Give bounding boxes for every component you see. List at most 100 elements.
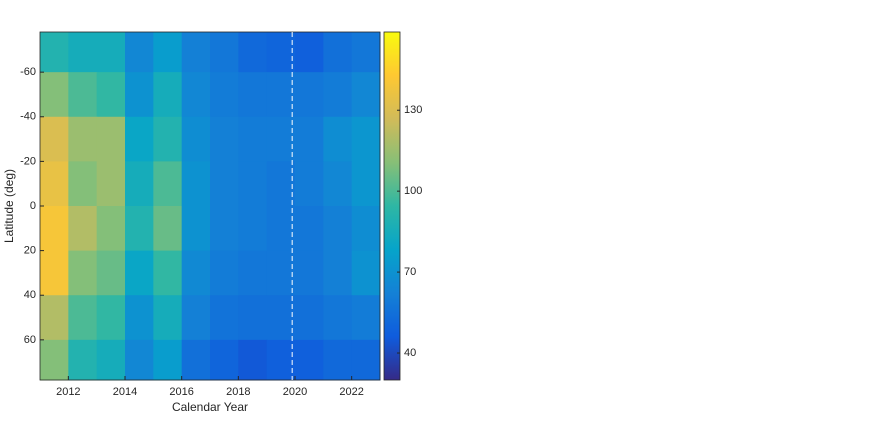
heatmap-cell	[238, 295, 268, 341]
heatmap-cell	[266, 32, 296, 73]
heatmap-cell	[351, 250, 381, 296]
heatmap-cell	[153, 116, 183, 162]
heatmap-cell	[266, 72, 296, 118]
heatmap-cell	[68, 72, 98, 118]
heatmap-cell	[40, 295, 69, 341]
heatmap-cell	[68, 250, 98, 296]
heatmap-cell	[323, 161, 353, 207]
heatmap-cell	[238, 32, 268, 73]
x-tick-label: 2014	[113, 386, 137, 398]
heatmap-cell	[295, 339, 324, 381]
heatmap-cell	[210, 72, 239, 118]
heatmap-cell	[323, 339, 353, 381]
heatmap-cell	[40, 161, 69, 207]
heatmap-cell	[351, 161, 381, 207]
heatmap-cell	[181, 250, 211, 296]
heatmap-cell	[351, 116, 381, 162]
heatmap-cell	[323, 250, 353, 296]
heatmap-cell	[40, 116, 69, 162]
heatmap-cell	[68, 339, 98, 381]
heatmap-cell	[295, 206, 324, 252]
colorbar-tick-label: 100	[404, 185, 422, 197]
x-tick-label: 2022	[339, 386, 363, 398]
heatmap-cell	[96, 250, 126, 296]
heatmap-cell	[181, 206, 211, 252]
heatmap-cell	[40, 72, 69, 118]
heatmap-cell	[125, 295, 154, 341]
heatmap-cell	[351, 206, 381, 252]
x-tick-label: 2020	[283, 386, 307, 398]
heatmap-cell	[68, 206, 98, 252]
heatmap-cell	[125, 206, 154, 252]
heatmap-cell	[323, 116, 353, 162]
y-tick-label: -20	[20, 155, 36, 167]
heatmap-cell	[40, 339, 69, 381]
heatmap-cell	[153, 250, 183, 296]
heatmap-cell	[181, 72, 211, 118]
heatmap-cell	[96, 161, 126, 207]
x-tick-label: 2018	[226, 386, 250, 398]
heatmap-cell	[96, 295, 126, 341]
heatmap-cell	[238, 72, 268, 118]
heatmap-cell	[295, 295, 324, 341]
heatmap-cell	[153, 32, 183, 73]
heatmap-cell	[40, 206, 69, 252]
heatmap-cell	[40, 250, 69, 296]
heatmap-cell	[266, 206, 296, 252]
x-tick-label: 2016	[169, 386, 193, 398]
heatmap-cell	[323, 295, 353, 341]
heatmap-cell	[181, 116, 211, 162]
heatmap-cell	[125, 250, 154, 296]
heatmap-cell	[295, 250, 324, 296]
colorbar-tick-label: 130	[404, 104, 422, 116]
heatmap-cell	[323, 72, 353, 118]
heatmap-cell	[68, 32, 98, 73]
colorbar-tick-label: 70	[404, 266, 416, 278]
heatmap-cell	[295, 72, 324, 118]
y-tick-label: 20	[24, 245, 36, 257]
heatmap-cell	[238, 339, 268, 381]
colorbar	[383, 31, 401, 381]
heatmap-cell	[238, 161, 268, 207]
heatmap-cell	[153, 72, 183, 118]
heatmap-cell	[153, 295, 183, 341]
y-tick-label: 0	[30, 200, 36, 212]
heatmap-cell	[266, 161, 296, 207]
x-tick-label: 2012	[56, 386, 80, 398]
heatmap-cell	[323, 206, 353, 252]
y-tick-label: 40	[24, 289, 36, 301]
heatmap-cell	[96, 116, 126, 162]
heatmap-cell	[125, 72, 154, 118]
heatmap-cell	[238, 116, 268, 162]
heatmap-cell	[266, 250, 296, 296]
heatmap-cell	[238, 250, 268, 296]
heatmap-cell	[68, 295, 98, 341]
heatmap-cell	[266, 339, 296, 381]
heatmap-cell	[68, 116, 98, 162]
heatmap-cell	[266, 295, 296, 341]
heatmap-cell	[68, 161, 98, 207]
heatmap-cell	[96, 32, 126, 73]
y-tick-label: 60	[24, 334, 36, 346]
x-axis-label: Calendar Year	[172, 400, 248, 414]
heatmap-cell	[40, 32, 69, 73]
heatmap-cell	[153, 339, 183, 381]
heatmap-cell	[181, 339, 211, 381]
colorbar-tick-label: 40	[404, 347, 416, 359]
heatmap-cell	[238, 206, 268, 252]
heatmap-cell	[181, 295, 211, 341]
y-tick-label: -40	[20, 111, 36, 123]
heatmap-cell	[351, 339, 381, 381]
heatmap-cell	[210, 295, 239, 341]
heatmap-cell	[210, 250, 239, 296]
heatmap-cell	[125, 116, 154, 162]
heatmap-cell	[295, 161, 324, 207]
heatmap-cell	[181, 161, 211, 207]
heatmap-cell	[351, 72, 381, 118]
heatmap-cell	[351, 32, 381, 73]
heatmap-cell	[153, 206, 183, 252]
heatmap-cell	[266, 116, 296, 162]
heatmap-cell	[210, 161, 239, 207]
heatmap-cell	[96, 206, 126, 252]
